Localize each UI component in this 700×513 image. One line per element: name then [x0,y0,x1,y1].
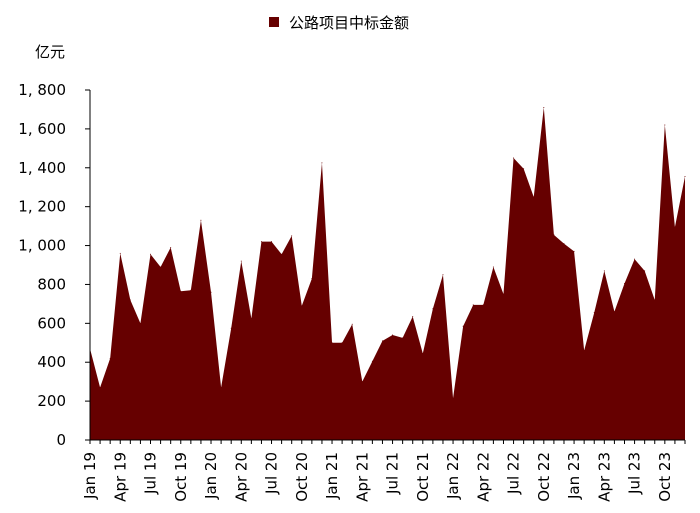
x-tick-label: Jul 23 [626,452,644,495]
data-point [422,352,424,354]
data-point [634,258,636,260]
data-point [502,293,504,295]
data-point [452,397,454,399]
y-axis-unit-label: 亿元 [35,43,65,61]
data-point [381,340,383,342]
data-point [523,168,525,170]
x-tick-label: Oct 20 [293,452,311,502]
x-tick-label: Apr 22 [474,452,492,502]
data-point [190,289,192,291]
data-point [240,260,242,262]
data-point [674,226,676,228]
legend: 公路项目中标金额 [269,14,409,32]
data-point [271,241,273,243]
data-point [462,325,464,327]
data-point [371,360,373,362]
data-point [351,323,353,325]
x-tick-label: Jul 22 [505,452,523,495]
data-point [129,299,131,301]
x-tick-label: Jan 19 [81,452,99,500]
x-tick-label: Jul 19 [142,452,160,495]
x-tick-label: Apr 20 [232,452,250,502]
y-tick-label: 800 [37,275,66,293]
data-point [583,350,585,352]
data-point [482,304,484,306]
y-tick-label: 0 [56,431,66,449]
data-point [160,266,162,268]
y-tick-label: 200 [37,392,66,410]
data-point [513,157,515,159]
data-point [593,312,595,314]
data-point [281,253,283,255]
x-tick-label: Oct 23 [656,452,674,502]
legend-label: 公路项目中标金额 [289,14,409,32]
data-point [402,337,404,339]
data-point [250,317,252,319]
x-tick-label: Apr 23 [595,452,613,502]
data-point [623,282,625,284]
y-tick-label: 1, 200 [18,198,66,216]
data-point [442,274,444,276]
data-point [119,252,121,254]
data-point [260,241,262,243]
data-point [321,162,323,164]
data-point [331,342,333,344]
y-axis: 0 200 400 600 800 1, 000 1, 200 1, 400 1, 600 1, … [18,81,91,449]
data-point [109,357,111,359]
x-tick-label: Oct 19 [172,452,190,502]
legend-swatch [269,17,279,27]
data-point [472,304,474,306]
y-tick-label: 1, 400 [18,159,66,177]
data-point [543,107,545,108]
data-point [230,327,232,329]
x-tick-label: Jul 21 [384,452,402,495]
data-point [613,311,615,313]
data-point [392,334,394,336]
x-tick-label: Jan 23 [565,452,583,500]
y-tick-label: 1, 600 [18,120,66,138]
data-point [291,235,293,237]
x-tick-label: Jan 20 [202,452,220,500]
data-point [220,387,222,388]
y-tick-label: 600 [37,314,66,332]
data-point [210,291,212,293]
data-point [563,243,565,245]
x-tick-label: Oct 21 [414,452,432,502]
data-point [99,387,101,388]
data-point [553,234,555,236]
x-tick-label: Jan 21 [323,452,341,500]
data-point [603,270,605,272]
data-point [139,322,141,324]
x-tick-label: Apr 21 [353,452,371,502]
data-point [684,176,686,178]
data-point [432,308,434,310]
y-tick-label: 1, 800 [18,81,66,99]
plot-area [89,107,686,440]
x-tick-label: Apr 19 [111,452,129,502]
data-point [341,342,343,344]
y-tick-label: 400 [37,353,66,371]
data-point [573,250,575,252]
data-point [361,381,363,383]
data-point [492,266,494,268]
x-tick-label: Jul 20 [263,452,281,495]
data-point [533,196,535,198]
data-point [180,290,182,292]
data-point [654,299,656,301]
data-point [150,253,152,255]
data-point [301,305,303,307]
x-tick-label: Jan 22 [444,452,462,500]
x-tick-label: Oct 22 [535,452,553,502]
data-point [644,270,646,272]
area-series [90,107,685,440]
data-point [200,219,202,221]
data-point [311,278,313,280]
data-point [170,247,172,248]
x-axis: Jan 19 Apr 19 Jul 19 Oct 19 Jan 20 Apr 20 Jul … [81,439,686,502]
data-point [664,124,666,126]
data-point [412,316,414,318]
y-tick-label: 1, 000 [18,237,66,255]
